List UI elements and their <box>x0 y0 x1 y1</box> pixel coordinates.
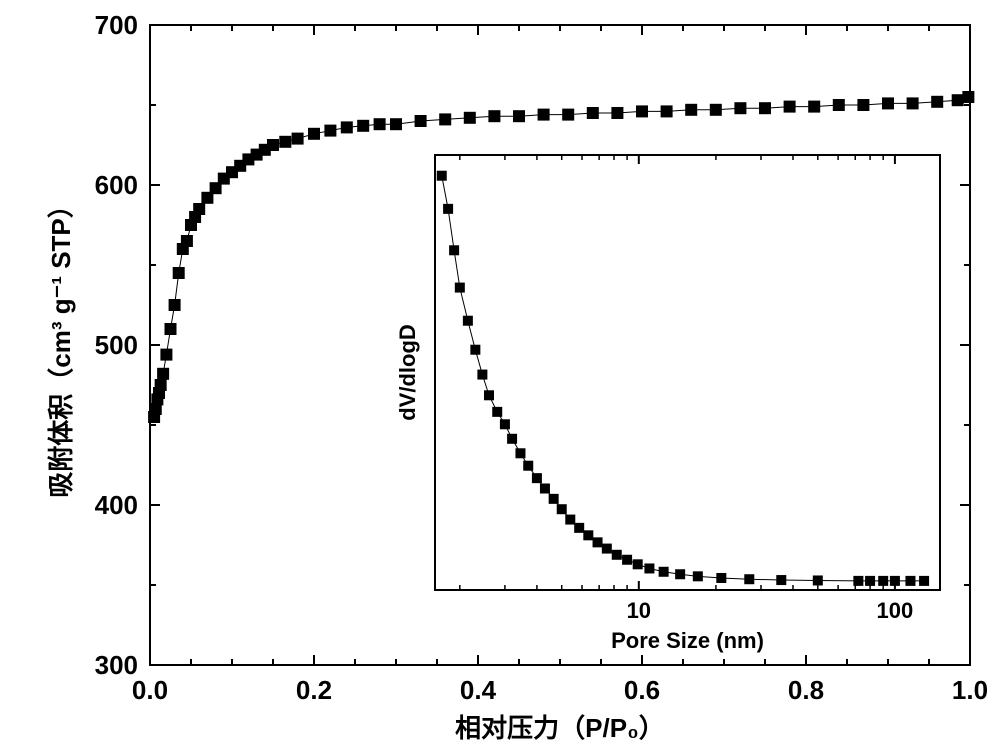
chart-canvas: 0.00.20.40.60.81.0300400500600700相对压力（P/… <box>0 0 1000 749</box>
svg-text:0.2: 0.2 <box>296 675 332 705</box>
main-ylabel: 吸附体积（cm³ g⁻¹ STP） <box>46 192 76 498</box>
svg-text:600: 600 <box>95 170 138 200</box>
svg-text:700: 700 <box>95 10 138 40</box>
svg-text:0.4: 0.4 <box>460 675 497 705</box>
inset-xlabel: Pore Size (nm) <box>611 628 764 653</box>
svg-text:0.8: 0.8 <box>788 675 824 705</box>
svg-text:0.6: 0.6 <box>624 675 660 705</box>
svg-text:1.0: 1.0 <box>952 675 988 705</box>
svg-text:400: 400 <box>95 490 138 520</box>
svg-text:500: 500 <box>95 330 138 360</box>
inset-ylabel: dV/dlogD <box>395 324 420 421</box>
main-xlabel: 相对压力（P/P₀） <box>455 713 665 743</box>
chart-svg: 0.00.20.40.60.81.0300400500600700相对压力（P/… <box>0 0 1000 749</box>
svg-text:300: 300 <box>95 650 138 680</box>
svg-text:100: 100 <box>877 598 914 623</box>
svg-text:10: 10 <box>627 598 651 623</box>
